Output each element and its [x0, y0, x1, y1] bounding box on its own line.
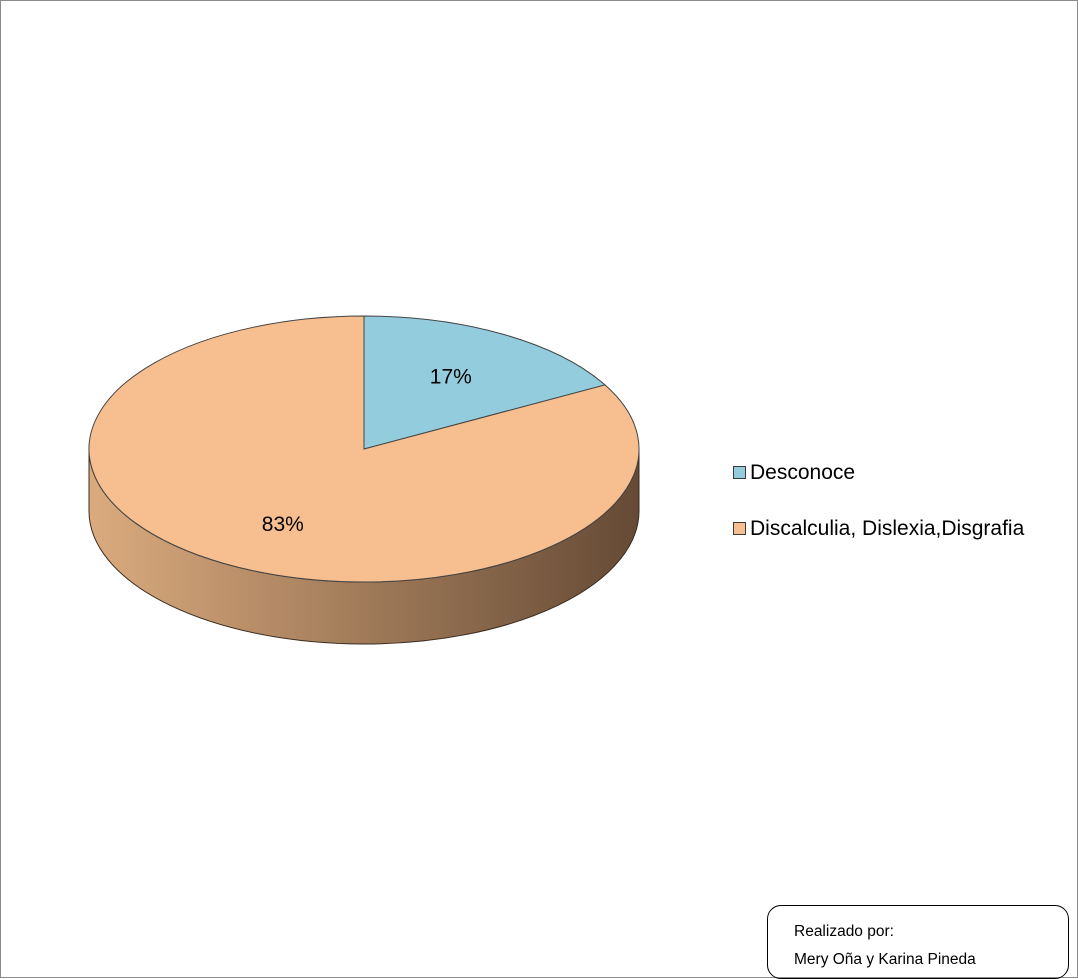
credit-line-1: Realizado por: — [794, 923, 894, 940]
legend-item-desconoce: Desconoce — [733, 459, 1024, 486]
legend-label-discalculia: Discalculia, Dislexia,Disgrafia — [750, 516, 1025, 540]
legend: Desconoce Discalculia, Dislexia,Disgrafi… — [733, 459, 1024, 571]
credit-line-2: Mery Oña y Karina Pineda — [794, 951, 976, 968]
pie-slice-discalculia — [88, 315, 640, 583]
pie-slice-desconoce — [363, 315, 607, 450]
data-label-desconoce: 17% — [430, 366, 472, 389]
data-label-discalculia: 83% — [262, 513, 304, 536]
legend-swatch-desconoce — [733, 466, 746, 479]
legend-item-discalculia: Discalculia, Dislexia,Disgrafia — [733, 515, 1024, 542]
credit-box: Realizado por: Mery Oña y Karina Pineda — [767, 905, 1069, 979]
legend-label-desconoce: Desconoce — [750, 460, 856, 484]
legend-swatch-discalculia — [733, 522, 746, 535]
